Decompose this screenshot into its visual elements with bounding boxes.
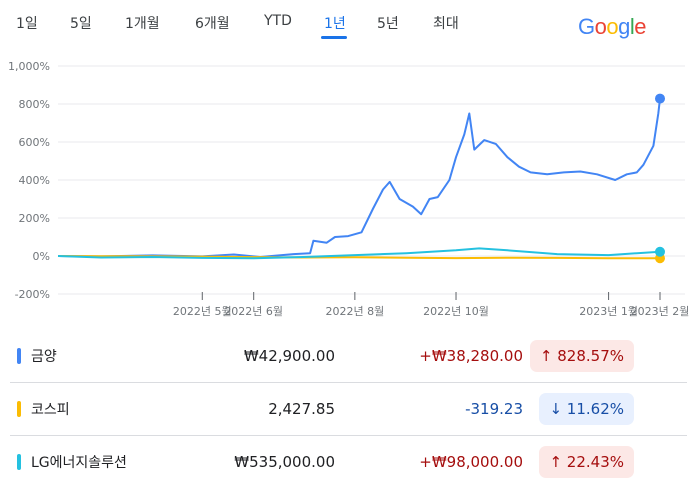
series-end-point: [655, 93, 665, 104]
row-percent-badge: ↑ 22.43%: [539, 446, 634, 478]
y-tick-label: -200%: [15, 288, 50, 301]
tab-5y[interactable]: 5년: [377, 16, 399, 32]
row-name: LG에너지솔루션: [31, 455, 127, 471]
tab-1d[interactable]: 1일: [16, 16, 38, 32]
y-tick-label: 600%: [19, 136, 50, 149]
x-tick-label: 2022년 5월: [173, 305, 232, 318]
row-change: +₩98,000.00: [419, 453, 523, 471]
series-line-3: [57, 247, 661, 260]
tab-5d[interactable]: 5일: [70, 16, 92, 32]
y-tick-label: 200%: [19, 212, 50, 225]
x-tick-label: 2022년 10월: [423, 305, 489, 318]
comparison-chart: 1,000%800%600%400%200%0%-200%2022년 5월202…: [8, 60, 690, 318]
tab-1y[interactable]: 1년: [324, 16, 346, 32]
x-tick-label: 2023년 2월: [631, 305, 690, 318]
series-color-indicator: [17, 348, 21, 364]
row-change: +₩38,280.00: [419, 347, 523, 365]
series-color-indicator: [17, 401, 21, 417]
y-tick-label: 0%: [33, 250, 50, 263]
row-divider: [10, 382, 687, 383]
x-tick-label: 2022년 6월: [224, 305, 283, 318]
y-tick-label: 800%: [19, 98, 50, 111]
table-row[interactable]: LG에너지솔루션 ₩535,000.00 +₩98,000.00 ↑ 22.43…: [0, 436, 695, 488]
x-tick-label: 2023년 1월: [579, 305, 638, 318]
table-row[interactable]: 금양 ₩42,900.00 +₩38,280.00 ↑ 828.57%: [0, 330, 695, 382]
row-percent-badge: ↑ 828.57%: [529, 340, 634, 372]
row-name: 코스피: [31, 402, 70, 418]
y-tick-label: 1,000%: [8, 60, 50, 73]
row-price: ₩535,000.00: [234, 453, 335, 471]
tab-ytd[interactable]: YTD: [264, 13, 292, 29]
tab-6m[interactable]: 6개월: [195, 16, 230, 32]
series-color-indicator: [17, 454, 21, 470]
tab-1m[interactable]: 1개월: [125, 16, 160, 32]
row-name: 금양: [31, 349, 57, 365]
tab-max[interactable]: 최대: [433, 16, 459, 32]
range-tabs: 1일 5일 1개월 6개월 YTD 1년 5년 최대 Google: [0, 0, 695, 48]
series-line-1: [57, 98, 661, 258]
active-tab-indicator: [321, 36, 347, 39]
series-end-point: [655, 246, 665, 257]
row-price: 2,427.85: [268, 400, 335, 418]
table-row[interactable]: 코스피 2,427.85 -319.23 ↓ 11.62%: [0, 383, 695, 435]
row-change: -319.23: [465, 400, 523, 418]
row-percent-badge: ↓ 11.62%: [539, 393, 634, 425]
row-price: ₩42,900.00: [243, 347, 335, 365]
row-divider: [10, 435, 687, 436]
y-tick-label: 400%: [19, 174, 50, 187]
x-tick-label: 2022년 8월: [325, 305, 384, 318]
google-logo: Google: [578, 14, 647, 39]
